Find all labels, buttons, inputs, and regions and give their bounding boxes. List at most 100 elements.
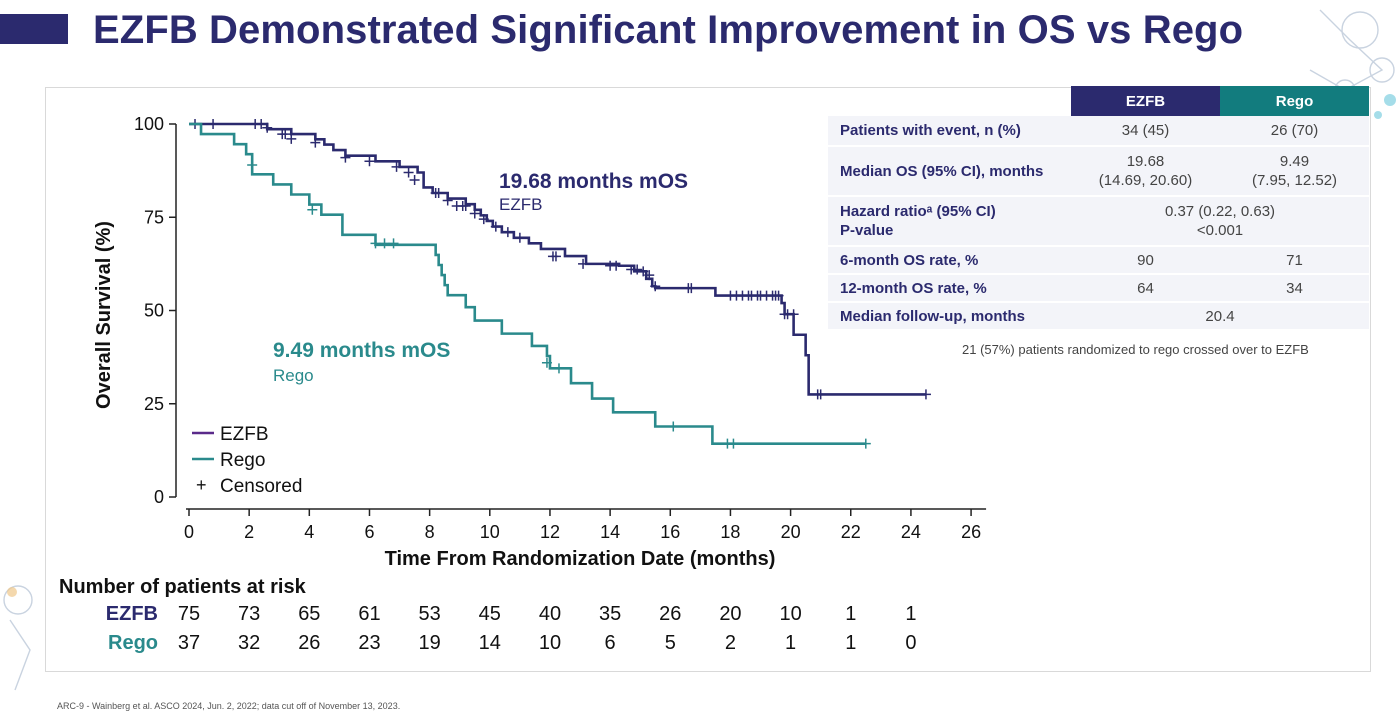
rego-at-risk-value: 1 [785,632,797,654]
y-tick-label: 75 [144,207,164,227]
rego-censor-mark [541,357,552,368]
x-axis-label: Time From Randomization Date (months) [385,548,776,570]
reference-footnote: ARC-9 - Wainberg et al. ASCO 2024, Jun. … [57,701,401,711]
row-label-events: Patients with event, n (%) [828,116,1071,147]
ezfb-censor-mark [364,156,375,167]
x-tick-label: 0 [184,522,194,542]
rego-at-risk-value: 26 [298,632,321,654]
rego-censor-mark [307,204,318,215]
ezfb-at-risk-value: 26 [659,603,682,625]
row-label-follow-up: Median follow-up, months [828,302,1071,331]
ezfb-censor-mark [280,129,291,140]
cell-12mo-os-ezfb: 64 [1071,274,1220,303]
y-axis-label: Overall Survival (%) [93,221,115,409]
ezfb-at-risk-value: 20 [719,603,742,625]
ezfb-censor-mark [644,270,655,281]
stats-table: EZFB Rego Patients with event, n (%) 34 … [828,86,1369,331]
row-label-hazard-ratio: Hazard ratioᵃ (95% CI) P-value [828,196,1071,247]
rego-at-risk-value: 6 [604,632,616,654]
ezfb-censor-mark [391,161,402,172]
ezfb-censor-mark [208,119,219,129]
ezfb-at-risk-value: 65 [298,603,321,625]
ezfb-censor-mark [490,221,501,232]
legend-ezfb-label: EZFB [220,424,269,445]
ezfb-censor-mark [409,174,420,185]
cell-6mo-os-rego: 71 [1220,246,1369,275]
rego-censor-mark [860,438,871,449]
ezfb-censor-mark [469,208,480,219]
ezfb-censor-mark [403,167,414,178]
cell-follow-up: 20.4 [1071,302,1369,331]
molecule-decoration-left [3,585,33,691]
rego-at-risk-value: 14 [478,632,501,654]
x-tick-label: 16 [660,522,680,542]
ezfb-censor-mark [815,389,826,400]
ezfb-censor-mark [460,201,471,212]
ezfb-at-risk-value: 73 [238,603,261,625]
x-tick-label: 12 [540,522,560,542]
legend-censored-marker: + [196,475,207,495]
row-label-6mo-os: 6-month OS rate, % [828,246,1071,275]
cell-events-ezfb: 34 (45) [1071,116,1220,147]
column-header-rego: Rego [1220,86,1369,116]
ezfb-censor-mark [514,232,525,243]
crossover-note: 21 (57%) patients randomized to rego cro… [962,342,1309,357]
ezfb-at-risk-value: 61 [358,603,381,625]
ezfb-censor-mark [650,281,661,292]
rego-at-risk-value: 2 [724,632,736,654]
rego-at-risk-value: 10 [538,632,562,654]
rego-at-risk-value: 23 [358,632,381,654]
ezfb-censor-mark [442,195,453,206]
rego-name-annotation: Rego [273,366,314,385]
rego-censor-mark [728,438,739,449]
x-tick-label: 24 [901,522,921,542]
rego-survival-line [189,122,866,445]
x-tick-label: 8 [425,522,435,542]
ezfb-censor-mark [788,309,799,320]
ezfb-at-risk-value: 53 [418,603,441,625]
rego-censor-mark [388,238,399,249]
ezfb-at-risk-value: 40 [538,603,562,625]
rego-at-risk-value: 1 [845,632,857,654]
legend: EZFB Rego + Censored [192,424,302,497]
x-tick-label: 20 [781,522,801,542]
x-tick-label: 2 [244,522,254,542]
rego-censor-mark [553,363,564,374]
row-label-12mo-os: 12-month OS rate, % [828,274,1071,303]
ezfb-censor-mark [433,188,444,199]
cell-events-rego: 26 (70) [1220,116,1369,147]
ezfb-censor-mark [920,389,931,400]
ezfb-censor-mark [502,227,513,238]
ezfb-at-risk-value: 1 [905,603,917,625]
ezfb-censor-mark [340,152,351,163]
rego-at-risk-value: 32 [238,632,261,654]
ezfb-censor-mark [632,264,643,275]
ezfb-censor-mark [550,251,561,262]
title-accent-bar [0,14,68,44]
y-tick-label: 50 [144,301,164,321]
ezfb-censor-mark [611,260,622,271]
ezfb-at-risk-value: 35 [598,603,622,625]
y-tick-label: 0 [154,487,164,507]
rego-censor-mark [379,238,390,249]
rego-mos-annotation: 9.49 months mOS [273,339,450,362]
ezfb-at-risk-value: 75 [177,603,201,625]
ezfb-censor-mark [638,266,649,277]
ezfb-censor-mark [262,122,273,133]
cell-median-os-rego: 9.49 (7.95, 12.52) [1220,146,1369,197]
rego-at-risk-value: 5 [664,632,676,654]
rego-censor-mark [370,238,381,249]
rego-censor-mark [247,160,258,171]
at-risk-title: Number of patients at risk [59,576,306,598]
rego-at-risk-value: 37 [177,632,201,654]
cell-hazard-ratio: 0.37 (0.22, 0.63) <0.001 [1071,196,1369,247]
x-tick-label: 14 [600,522,620,542]
cell-12mo-os-rego: 34 [1220,274,1369,303]
x-tick-label: 6 [364,522,374,542]
ezfb-at-risk-value: 10 [779,603,802,625]
column-header-ezfb: EZFB [1071,86,1220,116]
at-risk-label-ezfb: EZFB [105,603,158,625]
x-tick-label: 18 [720,522,740,542]
rego-censor-mark [668,421,679,432]
cell-median-os-ezfb: 19.68 (14.69, 20.60) [1071,146,1220,197]
